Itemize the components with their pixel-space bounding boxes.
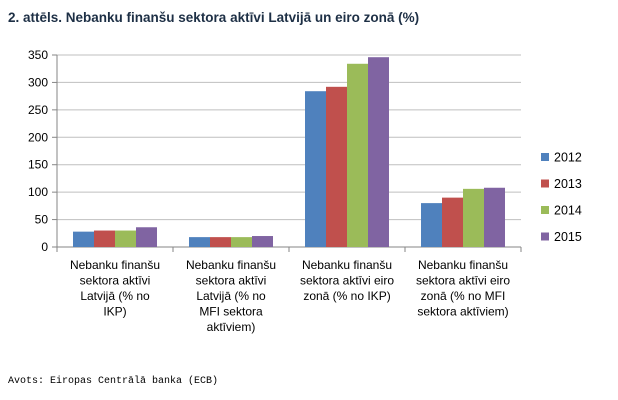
bar-2015 [252, 236, 273, 247]
bar-2014 [463, 188, 484, 247]
bar-2012 [189, 237, 210, 247]
bar-2012 [421, 203, 442, 247]
y-tick-label: 300 [28, 75, 48, 89]
bar-2013 [326, 86, 347, 247]
y-tick-label: 100 [28, 185, 48, 199]
y-tick-label: 50 [35, 213, 49, 227]
legend-swatch [541, 179, 549, 188]
y-tick-label: 0 [41, 240, 48, 254]
bar-2013 [210, 237, 231, 247]
bar-2012 [305, 91, 326, 247]
y-tick-label: 150 [28, 158, 48, 172]
legend-swatch [541, 206, 549, 214]
category-label: Nebanku finanšu sektora aktīvi eiro zonā (… [300, 258, 394, 303]
bar-2014 [231, 237, 252, 247]
legend-swatch [541, 153, 549, 161]
bar-2012 [73, 231, 94, 247]
bar-2014 [347, 63, 368, 247]
y-tick-label: 350 [28, 48, 48, 62]
category-label: Nebanku finanšu sektora aktīvi Latvijā (% … [70, 258, 160, 319]
y-tick-label: 200 [28, 130, 48, 144]
category-label: Nebanku finanšu sektora aktīvi eiro zonā (… [416, 258, 510, 319]
legend-label: 2012 [554, 151, 582, 165]
chart-title: 2. attēls. Nebanku finanšu sektora aktīv… [8, 10, 420, 25]
chart-area: 0 50 100 150 200 250 300 350 Nebanku finanšu sekt… [0, 40, 618, 370]
bar-2013 [442, 197, 463, 247]
bar-2015 [368, 57, 389, 247]
legend-label: 2014 [554, 204, 582, 218]
bar-2014 [115, 230, 136, 247]
bar-2013 [94, 230, 115, 247]
legend-label: 2013 [554, 177, 582, 191]
bar-2015 [484, 187, 505, 247]
bar-2015 [136, 227, 157, 247]
y-tick-label: 250 [28, 103, 48, 117]
legend-swatch [541, 232, 549, 241]
source-note: Avots: Eiropas Centrālā banka (ECB) [8, 376, 219, 387]
legend-label: 2015 [554, 230, 582, 244]
bar-chart: 0 50 100 150 200 250 300 350 Nebanku finanšu sekt… [28, 48, 582, 334]
category-label: Nebanku finanšu sektora aktīvi Latvijā (% … [186, 258, 276, 334]
